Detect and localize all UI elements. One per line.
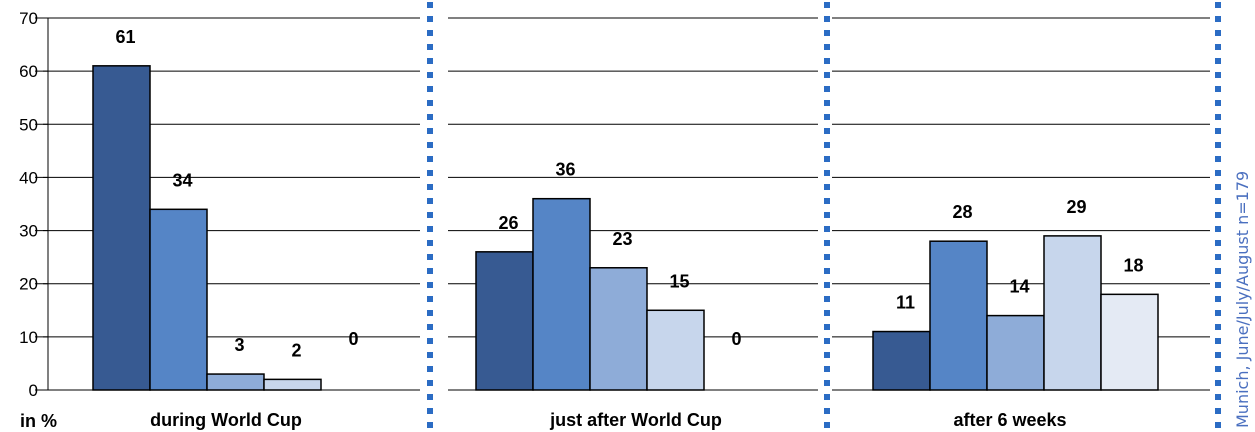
bar xyxy=(646,309,705,391)
data-label: 14 xyxy=(1009,277,1029,297)
data-label: 18 xyxy=(1123,255,1143,275)
bar xyxy=(475,251,534,391)
y-tick-label: 10 xyxy=(19,328,38,347)
bar xyxy=(929,240,988,391)
side-note: Munich, June/July/August n=179 xyxy=(1233,171,1252,428)
bar xyxy=(92,65,151,391)
data-label: 3 xyxy=(234,335,244,355)
data-label: 23 xyxy=(612,229,632,249)
bar xyxy=(149,208,208,391)
data-label: 26 xyxy=(498,213,518,233)
y-tick-label: 60 xyxy=(19,62,38,81)
panel-label: during World Cup xyxy=(150,410,302,430)
bar xyxy=(206,373,265,391)
data-label: 0 xyxy=(731,329,741,349)
bars xyxy=(92,65,1159,391)
y-tick-label: 0 xyxy=(29,381,38,400)
bar xyxy=(872,330,931,391)
y-tick-label: 40 xyxy=(19,168,38,187)
data-label: 2 xyxy=(291,340,301,360)
data-label: 0 xyxy=(348,329,358,349)
y-tick-label: 20 xyxy=(19,275,38,294)
panel-label: just after World Cup xyxy=(549,410,722,430)
unit-label: in % xyxy=(20,411,57,431)
bar xyxy=(1100,293,1159,391)
data-labels: 61 34 3 2 0 during World Cup 26 36 23 15 0 just aft… xyxy=(115,27,1143,430)
y-tick-label: 70 xyxy=(19,9,38,28)
y-tick-label: 50 xyxy=(19,115,38,134)
data-label: 61 xyxy=(115,27,135,47)
data-label: 36 xyxy=(555,160,575,180)
bar xyxy=(1043,235,1102,391)
bar xyxy=(263,378,322,391)
panel-separators xyxy=(427,2,1221,430)
bar xyxy=(986,314,1045,391)
bar xyxy=(589,267,648,391)
data-label: 28 xyxy=(952,202,972,222)
bar xyxy=(532,197,591,391)
panel-label: after 6 weeks xyxy=(953,410,1066,430)
data-label: 15 xyxy=(669,271,689,291)
data-label: 29 xyxy=(1066,197,1086,217)
data-label: 11 xyxy=(896,293,915,313)
y-tick-label: 30 xyxy=(19,222,38,241)
data-label: 34 xyxy=(172,170,192,190)
